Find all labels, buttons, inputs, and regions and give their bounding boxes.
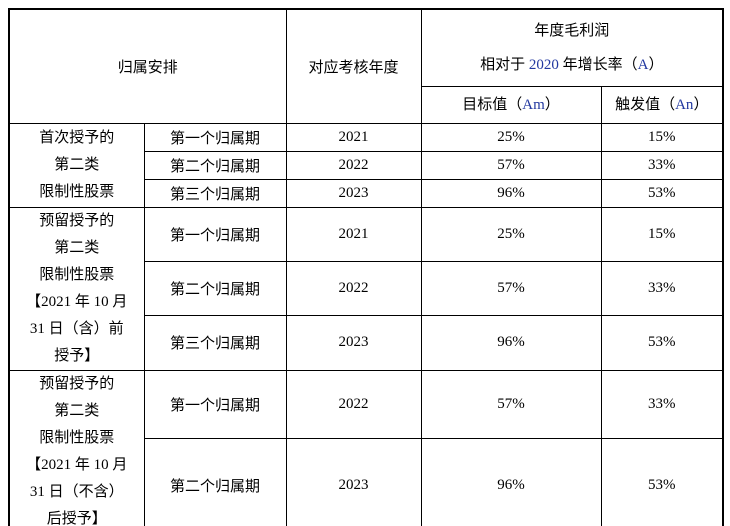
year-cell: 2023 <box>285 178 422 208</box>
table-row: 第三个归属期 2023 96% 53% <box>9 315 724 371</box>
target-cell: 25% <box>420 206 602 262</box>
target-cell: 96% <box>420 437 602 526</box>
header-vesting-arrangement-label: 归属安排 <box>117 59 178 76</box>
header-vesting-arrangement: 归属安排 <box>8 8 287 124</box>
year-cell: 2022 <box>285 369 422 439</box>
target-cell: 57% <box>420 260 602 317</box>
trigger-code-an: An <box>675 96 694 113</box>
table-row: 第二个归属期 2022 57% 33% <box>9 260 724 317</box>
trigger-prefix: 触发值（ <box>615 96 676 113</box>
period-cell: 第一个归属期 <box>143 369 287 439</box>
year-cell: 2023 <box>285 437 422 526</box>
header-assessment-year: 对应考核年度 <box>285 8 422 124</box>
header-trigger-value: 触发值（An） <box>600 85 724 124</box>
period-cell: 第三个归属期 <box>143 315 287 371</box>
group-cell-reserved-after: 预留授予的 第二类 限制性股票 【2021 年 10 月 31 日（不含） 后授… <box>8 369 145 526</box>
header-gross-profit-line2: 相对于 2020 年增长率（A） <box>424 48 721 82</box>
trigger-cell: 53% <box>600 178 724 208</box>
growth-code-a: A <box>637 56 649 73</box>
target-cell: 57% <box>420 150 602 180</box>
target-cell: 57% <box>420 369 602 439</box>
trigger-header-line: 触发值（An） <box>615 97 708 113</box>
year-cell: 2022 <box>285 150 422 180</box>
header-gross-profit-growth: 年度毛利润 相对于 2020 年增长率（A） <box>420 8 724 87</box>
target-header-line: 目标值（Am） <box>462 97 560 113</box>
trigger-cell: 33% <box>600 369 724 439</box>
trigger-cell: 53% <box>600 437 724 526</box>
period-cell: 第三个归属期 <box>143 178 287 208</box>
table-row: 第二个归属期 2022 57% 33% <box>9 150 724 180</box>
target-cell: 96% <box>420 315 602 371</box>
table-row: 第二个归属期 2023 96% 53% <box>9 437 724 526</box>
target-cell: 25% <box>420 122 602 152</box>
period-cell: 第二个归属期 <box>143 260 287 317</box>
table-row: 第三个归属期 2023 96% 53% <box>9 178 724 208</box>
table-row: 预留授予的 第二类 限制性股票 【2021 年 10 月 31 日（不含） 后授… <box>8 369 724 526</box>
vesting-schedule-table: 归属安排 对应考核年度 年度毛利润 相对于 2020 年增长率（A） 目标值（A… <box>8 8 725 526</box>
trigger-cell: 33% <box>600 150 724 180</box>
target-prefix: 目标值（ <box>462 96 523 113</box>
year-cell: 2022 <box>285 260 422 317</box>
growth-prefix: 相对于 <box>480 56 529 73</box>
growth-suffix: ） <box>648 56 664 73</box>
header-assessment-year-label: 对应考核年度 <box>308 59 399 76</box>
trigger-suffix: ） <box>693 96 709 113</box>
period-cell: 第一个归属期 <box>143 122 287 152</box>
header-target-value: 目标值（Am） <box>420 85 602 124</box>
year-cell: 2021 <box>285 122 422 152</box>
group-cell-reserved-before: 预留授予的 第二类 限制性股票 【2021 年 10 月 31 日（含）前 授予… <box>8 206 145 371</box>
trigger-cell: 33% <box>600 260 724 317</box>
target-code-am: Am <box>522 96 545 113</box>
trigger-cell: 15% <box>600 206 724 262</box>
period-cell: 第二个归属期 <box>143 150 287 180</box>
period-cell: 第一个归属期 <box>143 206 287 262</box>
growth-mid: 年增长率（ <box>558 56 638 73</box>
table-row: 首次授予的 第二类 限制性股票 第一个归属期 2021 25% 15% <box>8 122 724 208</box>
growth-base-year: 2020 <box>528 56 559 73</box>
trigger-cell: 53% <box>600 315 724 371</box>
period-cell: 第二个归属期 <box>143 437 287 526</box>
target-suffix: ） <box>544 96 560 113</box>
target-cell: 96% <box>420 178 602 208</box>
year-cell: 2023 <box>285 315 422 371</box>
table-row: 预留授予的 第二类 限制性股票 【2021 年 10 月 31 日（含）前 授予… <box>8 206 724 371</box>
group-cell-initial-grant: 首次授予的 第二类 限制性股票 <box>8 122 145 208</box>
header-gross-profit-line1: 年度毛利润 <box>534 22 610 39</box>
trigger-cell: 15% <box>600 122 724 152</box>
year-cell: 2021 <box>285 206 422 262</box>
